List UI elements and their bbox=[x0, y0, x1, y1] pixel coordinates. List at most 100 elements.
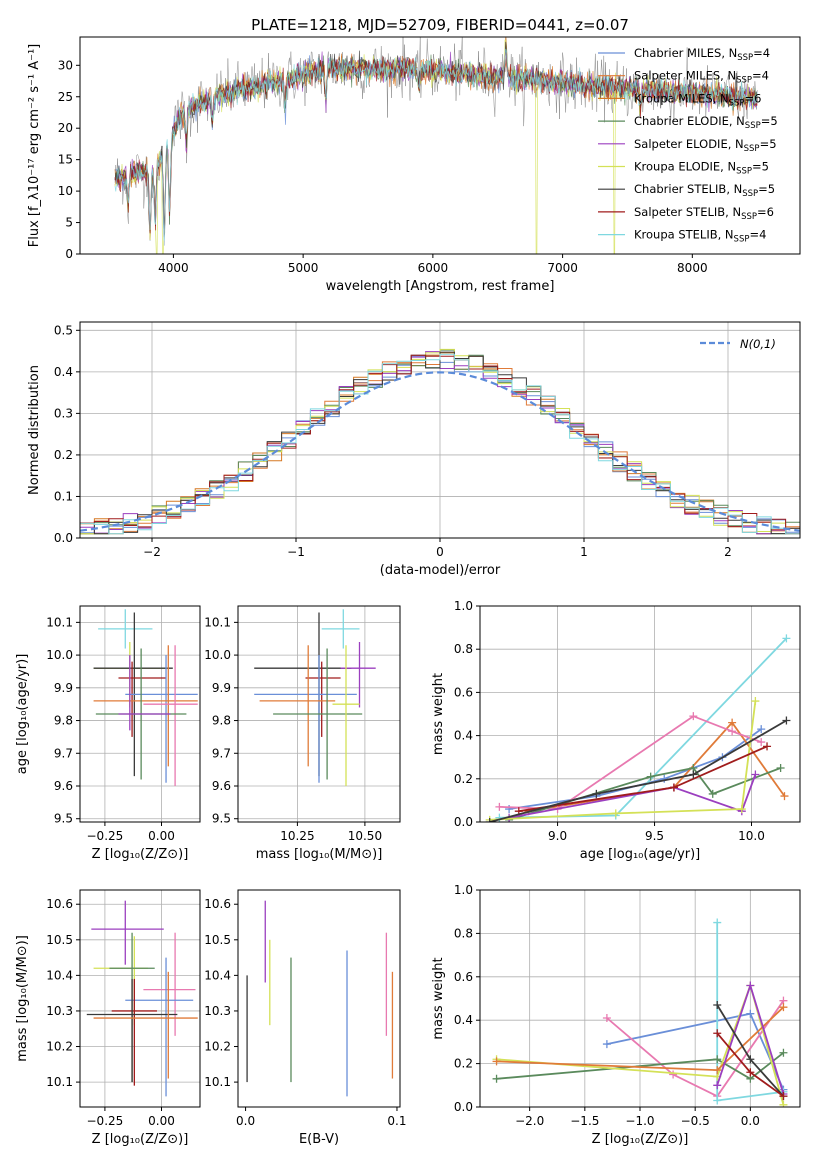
weight_vs_Z-plot-area bbox=[492, 918, 788, 1107]
weight-point-marker bbox=[782, 716, 791, 725]
mass_vs_ebv-chart: 0.0 0.1 10.1 10.2 10.3 10.4 10.5 10.6 E(B-V) bbox=[204, 889, 407, 1147]
weight-series-line bbox=[489, 719, 787, 822]
y-tick-label: 10.3 bbox=[46, 1004, 73, 1018]
weight_vs_age-plot-area bbox=[485, 634, 791, 822]
y-tick-label: 10.4 bbox=[204, 968, 231, 982]
x-axis-label: age [log₁₀(age/yr)] bbox=[580, 847, 701, 862]
axes-frame bbox=[79, 36, 801, 255]
y-tick-label: 10.3 bbox=[204, 1004, 231, 1018]
weight-point-marker bbox=[751, 697, 760, 706]
y-tick-label: 9.8 bbox=[212, 714, 231, 728]
weight-point-marker bbox=[713, 1081, 722, 1090]
y-tick-label: 9.9 bbox=[212, 681, 231, 695]
x-tick-label: 10.0 bbox=[738, 829, 765, 843]
legend-label-rest: =5 bbox=[761, 114, 778, 128]
weight-point-marker bbox=[757, 738, 766, 747]
residuals-chart: −2 −1 0 1 2 0.0 0.1 0.2 0.3 0.4 0.5 (data-model)/er… bbox=[27, 321, 801, 578]
y-tick-label: 10.6 bbox=[46, 897, 73, 911]
weight-point-marker bbox=[782, 634, 791, 643]
weight-series-line bbox=[606, 1000, 785, 1098]
x-tick-label: 9.5 bbox=[645, 829, 664, 843]
y-tick-label: 10.5 bbox=[204, 933, 231, 947]
weight-point-marker bbox=[737, 805, 746, 814]
y-tick-label: 9.5 bbox=[54, 812, 73, 826]
y-tick-label: 1.0 bbox=[454, 599, 473, 613]
y-tick-label: 0.4 bbox=[454, 1013, 473, 1027]
residuals-plot-area bbox=[80, 348, 800, 535]
age_vs_Z-plot-area bbox=[93, 609, 198, 786]
x-tick-label: −2.0 bbox=[515, 1114, 544, 1128]
y-tick-label: 0.3 bbox=[54, 406, 73, 420]
weight-point-marker bbox=[779, 1003, 788, 1012]
weight-point-marker bbox=[492, 1057, 501, 1066]
axes-frame bbox=[237, 605, 401, 823]
mass_vs_Z-chart: −0.25 0.00 10.1 10.2 10.3 10.4 10.5 10.6 Z [log₁… bbox=[15, 889, 201, 1147]
legend-label-rest: =4 bbox=[752, 69, 769, 83]
weight-point-marker bbox=[492, 1074, 501, 1083]
y-tick-label: 10.2 bbox=[46, 1040, 73, 1054]
weight-point-marker bbox=[602, 1040, 611, 1049]
legend-label: Kroupa ELODIE, NSSP=5 bbox=[634, 160, 769, 177]
legend-label: Salpeter ELODIE, NSSP=5 bbox=[634, 137, 777, 154]
weight-point-marker bbox=[505, 805, 514, 814]
legend-subscript: SSP bbox=[745, 121, 761, 131]
y-tick-label: 9.5 bbox=[212, 812, 231, 826]
legend-subscript: SSP bbox=[736, 76, 752, 86]
x-tick-label: −1.0 bbox=[625, 1114, 654, 1128]
x-tick-label: 0.1 bbox=[387, 1114, 406, 1128]
y-tick-label: 20 bbox=[58, 121, 73, 135]
normal-curve bbox=[80, 371, 800, 532]
weight-point-marker bbox=[779, 1048, 788, 1057]
weight-point-marker bbox=[751, 770, 760, 779]
legend-label-rest: =5 bbox=[758, 182, 775, 196]
y-tick-label: 0 bbox=[65, 247, 73, 261]
weight-series-line bbox=[508, 774, 757, 819]
weight-point-marker bbox=[713, 1055, 722, 1064]
y-tick-label: 10.1 bbox=[46, 1075, 73, 1089]
axes-frame bbox=[237, 889, 401, 1108]
weight-point-marker bbox=[713, 1096, 722, 1105]
x-tick-label: 8000 bbox=[677, 261, 708, 275]
y-tick-label: 30 bbox=[58, 58, 73, 72]
y-tick-label: 0.5 bbox=[54, 323, 73, 337]
y-tick-label: 15 bbox=[58, 153, 73, 167]
weight-point-marker bbox=[728, 727, 737, 736]
weight_vs_age-chart: 9.0 9.5 10.0 0.0 0.2 0.4 0.6 0.8 1.0 age [log₁₀(a… bbox=[431, 599, 801, 862]
legend-label: Chabrier MILES, NSSP=4 bbox=[634, 46, 770, 63]
age_vs_Z-chart: −0.25 0.00 9.5 9.6 9.7 9.8 9.9 10.0 10.1 Z [log₁₀… bbox=[15, 605, 201, 862]
legend-label: Chabrier STELIB, NSSP=5 bbox=[634, 182, 775, 199]
legend-label-rest: =6 bbox=[757, 205, 774, 219]
x-tick-label: 0.00 bbox=[148, 1114, 175, 1128]
weight-point-marker bbox=[646, 772, 655, 781]
legend-subscript: SSP bbox=[741, 212, 757, 222]
legend-label: Salpeter STELIB, NSSP=6 bbox=[634, 205, 774, 222]
y-tick-label: 9.7 bbox=[212, 746, 231, 760]
y-tick-label: 0.6 bbox=[454, 970, 473, 984]
y-tick-label: 0.4 bbox=[54, 365, 73, 379]
y-axis-label: mass weight bbox=[431, 673, 446, 755]
legend-subscript: SSP bbox=[729, 98, 745, 108]
axes-frame bbox=[479, 889, 801, 1108]
x-axis-label: Z [log₁₀(Z/Z⊙)] bbox=[92, 847, 189, 862]
x-tick-label: −2 bbox=[143, 545, 161, 559]
legend-subscript: SSP bbox=[742, 189, 758, 199]
weight-point-marker bbox=[779, 1100, 788, 1107]
legend-label-rest: =4 bbox=[753, 46, 770, 60]
y-tick-label: 0.4 bbox=[454, 729, 473, 743]
weight-point-marker bbox=[602, 1014, 611, 1023]
weight-point-marker bbox=[485, 818, 494, 822]
legend-label: Kroupa STELIB, NSSP=4 bbox=[634, 228, 766, 245]
y-tick-label: 5 bbox=[65, 216, 73, 230]
weight-point-marker bbox=[669, 783, 678, 792]
weight-point-marker bbox=[780, 792, 789, 801]
y-axis-label: mass weight bbox=[431, 957, 446, 1039]
y-tick-label: 0.2 bbox=[454, 1057, 473, 1071]
y-tick-label: 10 bbox=[58, 184, 73, 198]
legend-label-rest: =5 bbox=[760, 137, 777, 151]
x-tick-label: 2 bbox=[724, 545, 732, 559]
spectrum-plot-area bbox=[114, 37, 758, 254]
y-tick-label: 0.1 bbox=[54, 489, 73, 503]
axes-frame bbox=[79, 605, 201, 823]
y-tick-label: 10.0 bbox=[204, 648, 231, 662]
